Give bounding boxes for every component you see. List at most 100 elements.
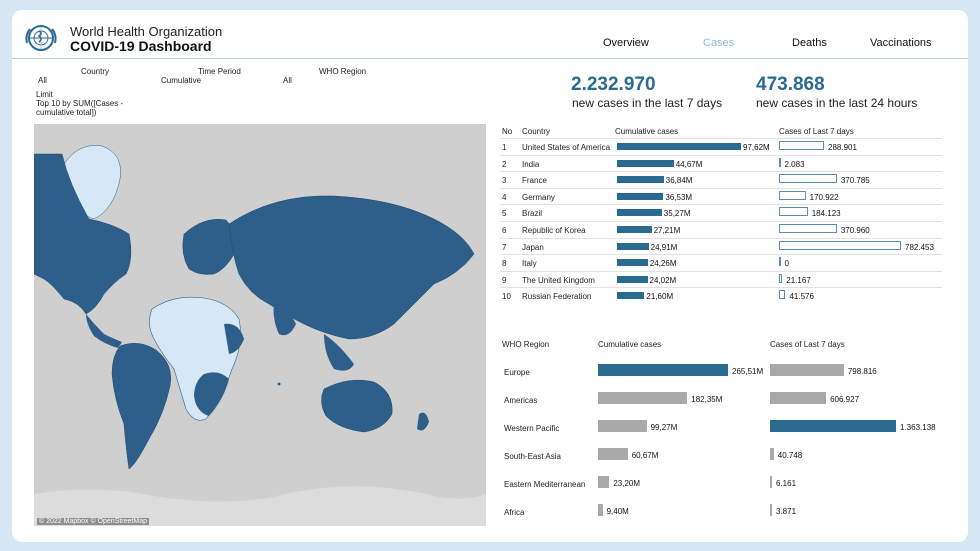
table-row[interactable]: South-East Asia 60,67M 40.748 — [500, 442, 942, 470]
cumulative-bar[interactable] — [617, 259, 648, 267]
country-name: The United Kingdom — [522, 275, 595, 285]
region-name: Europe — [504, 368, 530, 377]
last7-value: 2.083 — [784, 159, 805, 169]
region-table-header-cumulative: Cumulative cases — [598, 340, 662, 349]
cumulative-bar[interactable] — [598, 392, 688, 404]
map-canvas — [34, 124, 486, 526]
row-number: 9 — [502, 275, 507, 285]
last7-bar[interactable] — [779, 290, 786, 300]
country-name: Republic of Korea — [522, 226, 586, 235]
last7-bar[interactable] — [779, 157, 781, 167]
kpi-24h-label: new cases in the last 24 hours — [756, 96, 918, 110]
table-row[interactable]: Western Pacific 99,27M 1.363.138 — [500, 414, 942, 442]
country-name: Germany — [522, 192, 555, 202]
last7-value: 370.960 — [840, 226, 870, 235]
last7-value: 288.901 — [828, 143, 857, 152]
table-row[interactable]: Americas 182,35M 606.927 — [500, 386, 942, 414]
table-row[interactable]: Africa 9,40M 3.871 — [500, 498, 942, 526]
world-map[interactable]: © 2022 Mapbox © OpenStreetMap — [34, 124, 486, 526]
table-row[interactable]: 9 The United Kingdom 24,02M 21.167 — [500, 270, 942, 289]
row-number: 8 — [502, 259, 507, 269]
country-filter[interactable]: All — [38, 76, 47, 85]
cumulative-bar[interactable] — [617, 292, 645, 300]
cumulative-bar[interactable] — [617, 143, 741, 150]
cumulative-bar[interactable] — [598, 364, 728, 376]
filters-panel: Country All Time Period Cumulative WHO R… — [12, 66, 502, 126]
country-name: United States of America — [522, 143, 611, 152]
last7-value: 41.576 — [789, 292, 814, 302]
cumulative-value: 182,35M — [691, 395, 723, 404]
tab-cases[interactable]: Cases — [703, 37, 735, 49]
table-row[interactable]: 8 Italy 24,26M 0 — [500, 254, 942, 272]
last7-bar[interactable] — [770, 364, 844, 376]
cumulative-bar[interactable] — [617, 275, 648, 283]
cumulative-value: 99,27M — [650, 423, 678, 432]
last7-bar[interactable] — [779, 224, 837, 233]
last7-bar[interactable] — [779, 240, 901, 250]
table-row[interactable]: 7 Japan 24,91M 782.453 — [500, 237, 942, 256]
central-america-shape — [86, 314, 122, 348]
table-row[interactable]: 3 France 36,84M 370.785 — [500, 171, 942, 189]
region-table-header-region: WHO Region — [502, 340, 550, 349]
table-row[interactable]: 6 Republic of Korea 27,21M 370.960 — [500, 221, 942, 239]
north-america-shape — [34, 153, 132, 315]
country-table-header-cumulative: Cumulative cases — [615, 127, 679, 136]
table-row[interactable]: Europe 265,51M 798.816 — [500, 358, 942, 386]
last7-bar[interactable] — [770, 420, 896, 432]
table-row[interactable]: 10 Russian Federation 21,60M 41.576 — [500, 287, 942, 305]
period-filter-label: Time Period — [198, 67, 241, 76]
organization-name: World Health Organization — [70, 24, 223, 39]
cumulative-bar[interactable] — [598, 420, 647, 432]
last7-value: 606.927 — [830, 395, 860, 404]
table-row[interactable]: Eastern Mediterranean 23,20M 6.161 — [500, 470, 942, 498]
last7-bar[interactable] — [779, 174, 837, 184]
cumulative-bar[interactable] — [598, 448, 628, 460]
cumulative-bar[interactable] — [617, 242, 649, 250]
last7-bar[interactable] — [779, 141, 825, 150]
last7-bar[interactable] — [770, 476, 772, 488]
cumulative-bar[interactable] — [617, 209, 662, 217]
row-number: 10 — [502, 292, 511, 302]
limit-filter-line2: cumulative total]) — [36, 108, 97, 117]
cumulative-value: 36,84M — [665, 176, 693, 186]
tab-vaccinations[interactable]: Vaccinations — [870, 37, 932, 49]
tab-overview[interactable]: Overview — [603, 37, 649, 49]
page-title: COVID-19 Dashboard — [70, 38, 212, 54]
table-row[interactable]: 5 Brazil 35,27M 184.123 — [500, 204, 942, 222]
cumulative-bar[interactable] — [598, 504, 603, 516]
cumulative-bar[interactable] — [617, 176, 664, 184]
last7-value: 798.816 — [847, 367, 877, 376]
row-number: 3 — [502, 176, 507, 186]
cumulative-value: 24,26M — [649, 259, 677, 269]
cumulative-bar[interactable] — [617, 192, 664, 200]
table-row[interactable]: 1 United States of America 97,62M 288.901 — [500, 138, 942, 156]
last7-bar[interactable] — [779, 190, 806, 200]
last7-bar[interactable] — [779, 273, 783, 283]
cumulative-bar[interactable] — [617, 226, 652, 233]
table-row[interactable]: 2 India 44,67M 2.083 — [500, 154, 942, 173]
table-row[interactable]: 4 Germany 36,53M 170.922 — [500, 187, 942, 206]
cumulative-value: 35,27M — [663, 209, 691, 219]
kpi-7day-label: new cases in the last 7 days — [572, 96, 723, 110]
last7-bar[interactable] — [770, 392, 827, 404]
row-number: 5 — [502, 209, 507, 219]
cumulative-bar[interactable] — [617, 159, 674, 167]
cumulative-value: 60,67M — [631, 451, 659, 460]
dashboard-card: World Health Organization COVID-19 Dashb… — [12, 10, 968, 542]
last7-bar[interactable] — [779, 207, 808, 217]
last7-value: 1.363.138 — [900, 423, 936, 432]
period-filter[interactable]: Cumulative — [161, 76, 202, 85]
last7-bar[interactable] — [779, 257, 781, 267]
tab-deaths[interactable]: Deaths — [792, 37, 827, 49]
cumulative-value: 24,91M — [650, 242, 678, 252]
map-credit[interactable]: © 2022 Mapbox © OpenStreetMap — [37, 518, 149, 525]
last7-value: 184.123 — [811, 209, 841, 219]
region-name: South-East Asia — [504, 452, 561, 461]
region-name: Americas — [504, 396, 538, 405]
region-filter[interactable]: All — [283, 76, 292, 85]
last7-bar[interactable] — [770, 448, 774, 460]
last7-bar[interactable] — [770, 504, 772, 516]
country-name: India — [522, 159, 540, 169]
limit-filter[interactable]: Top 10 by SUM([Cases - — [36, 99, 124, 108]
cumulative-bar[interactable] — [598, 476, 610, 488]
